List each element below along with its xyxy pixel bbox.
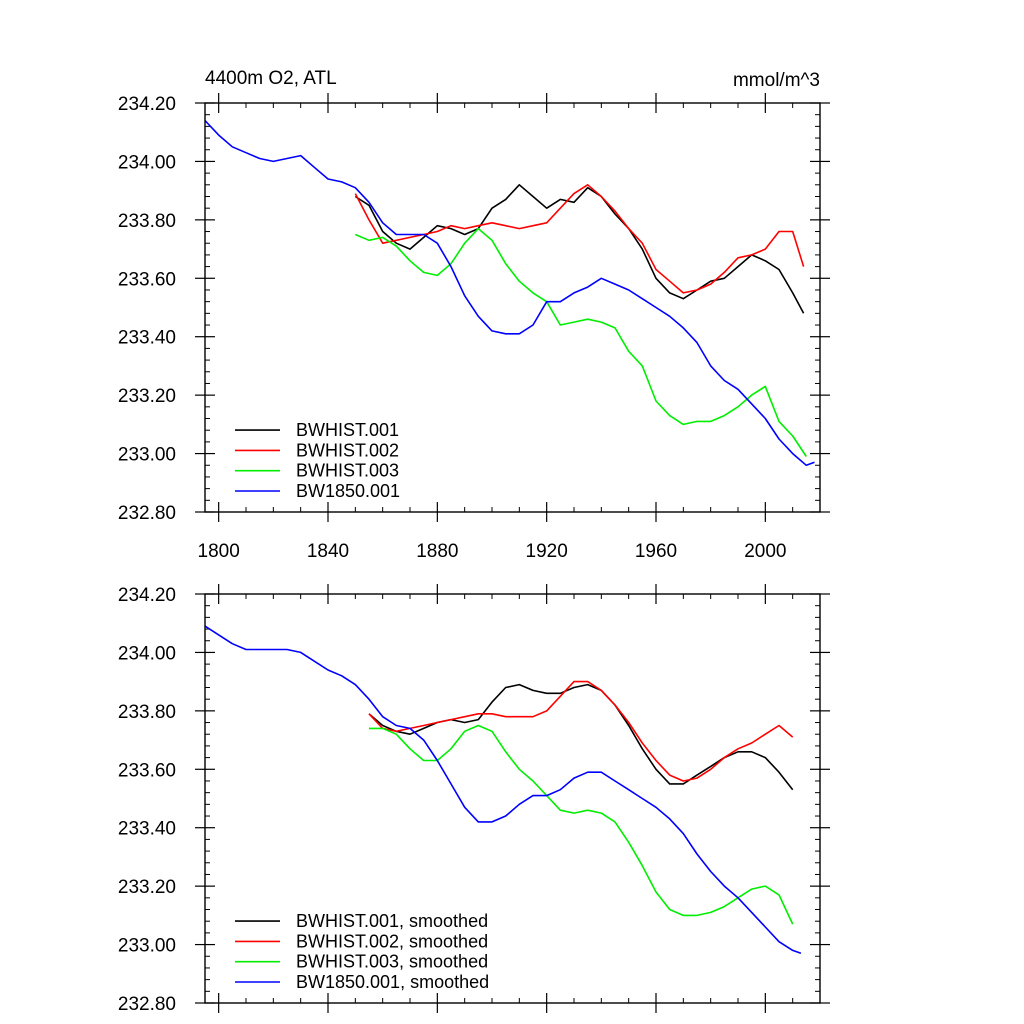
x-tick-label: 1960: [635, 541, 677, 562]
chart-units: mmol/m^3: [733, 70, 820, 91]
x-tick-label: 1920: [526, 541, 568, 562]
y-tick-label: 232.80: [118, 994, 176, 1015]
y-tick-label: 234.00: [118, 152, 176, 173]
y-tick-label: 233.00: [118, 445, 176, 466]
y-tick-label: 234.00: [118, 643, 176, 664]
x-tick-label: 1800: [198, 541, 240, 562]
plot-frame: [204, 102, 821, 513]
x-tick-label: 1880: [416, 541, 458, 562]
y-tick-label: 233.80: [118, 702, 176, 723]
plot-frame: [204, 593, 821, 1004]
series-line-3: [369, 724, 794, 925]
y-tick-label: 233.80: [118, 211, 176, 232]
legend-label-3: BWHIST.003: [296, 461, 399, 481]
chart-title: 4400m O2, ATL: [205, 68, 337, 89]
y-tick-label: 233.40: [118, 328, 176, 349]
series-line-2: [354, 184, 805, 294]
legend-label-4: BW1850.001, smoothed: [296, 972, 489, 992]
y-tick-label: 233.00: [118, 936, 176, 957]
y-tick-label: 233.40: [118, 819, 176, 840]
legend-label-2: BWHIST.002: [296, 440, 399, 460]
series-line-4: [204, 625, 802, 955]
y-tick-label: 234.20: [118, 585, 176, 606]
plot-top: 1800 1840 1880 1920 1960 2000 232.80 233.00 233.…: [118, 93, 830, 562]
series-line-1: [354, 184, 805, 314]
legend-label-1: BWHIST.001: [296, 420, 399, 440]
series-line-1: [368, 683, 794, 791]
legend-label-1: BWHIST.001, smoothed: [296, 911, 488, 931]
plot-bottom: 232.80 233.00 233.20 233.40 233.60 233.80 234.…: [118, 584, 830, 1015]
x-tick-label: 2000: [744, 541, 786, 562]
y-tick-label: 233.60: [118, 269, 176, 290]
legend-label-4: BW1850.001: [296, 481, 400, 501]
y-tick-label: 234.20: [118, 94, 176, 115]
legend-label-3: BWHIST.003, smoothed: [296, 952, 488, 972]
y-tick-label: 233.20: [118, 877, 176, 898]
y-tick-label: 233.20: [118, 386, 176, 407]
series-line-4: [204, 119, 815, 467]
x-tick-label: 1840: [307, 541, 349, 562]
y-tick-label: 233.60: [118, 760, 176, 781]
legend-label-2: BWHIST.002, smoothed: [296, 931, 488, 951]
y-tick-label: 232.80: [118, 503, 176, 524]
series-line-3: [354, 227, 807, 457]
series-line-2: [368, 680, 794, 782]
